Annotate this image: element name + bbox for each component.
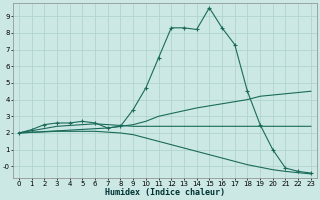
X-axis label: Humidex (Indice chaleur): Humidex (Indice chaleur) — [105, 188, 225, 197]
